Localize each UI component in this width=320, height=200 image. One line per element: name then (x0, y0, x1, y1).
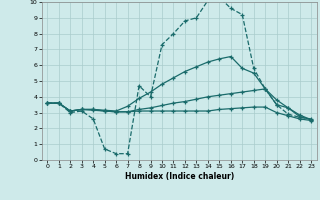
X-axis label: Humidex (Indice chaleur): Humidex (Indice chaleur) (124, 172, 234, 181)
